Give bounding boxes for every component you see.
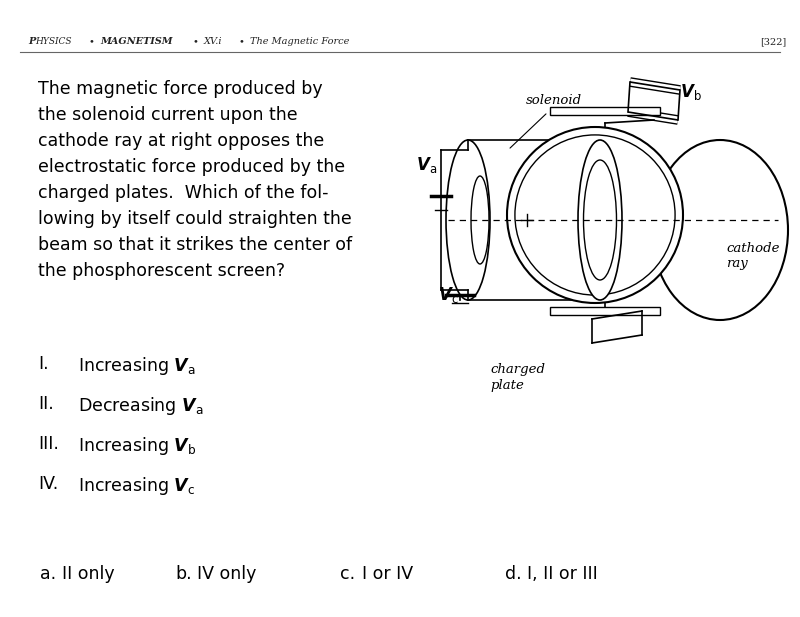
Text: IV only: IV only [197, 565, 256, 583]
Text: plate: plate [490, 379, 524, 392]
Text: d.: d. [505, 565, 522, 583]
Text: cathode ray at right opposes the: cathode ray at right opposes the [38, 132, 324, 150]
Text: $\boldsymbol{V}_\mathrm{a}$: $\boldsymbol{V}_\mathrm{a}$ [417, 155, 438, 175]
Text: ray: ray [726, 257, 748, 270]
Ellipse shape [515, 135, 675, 295]
Text: P: P [28, 37, 35, 46]
Text: b.: b. [175, 565, 192, 583]
Text: Decreasing $\boldsymbol{V}_{\mathrm{a}}$: Decreasing $\boldsymbol{V}_{\mathrm{a}}$ [78, 395, 203, 417]
Text: the solenoid current upon the: the solenoid current upon the [38, 106, 298, 124]
Text: The magnetic force produced by: The magnetic force produced by [38, 80, 322, 98]
Text: charged plates.  Which of the fol-: charged plates. Which of the fol- [38, 184, 329, 202]
Text: •: • [88, 37, 94, 46]
Text: a.: a. [40, 565, 56, 583]
Text: IV.: IV. [38, 475, 58, 493]
Ellipse shape [471, 176, 489, 264]
Text: I or IV: I or IV [362, 565, 413, 583]
Text: XV.i: XV.i [204, 37, 222, 46]
Text: I.: I. [38, 355, 49, 373]
FancyBboxPatch shape [550, 307, 660, 315]
Text: MAGNETISM: MAGNETISM [100, 37, 173, 46]
Text: lowing by itself could straighten the: lowing by itself could straighten the [38, 210, 352, 228]
Text: II only: II only [62, 565, 114, 583]
Text: $\boldsymbol{V}_\mathrm{c}$: $\boldsymbol{V}_\mathrm{c}$ [438, 285, 458, 305]
Text: [322]: [322] [760, 37, 786, 46]
Ellipse shape [583, 160, 617, 280]
Text: c.: c. [340, 565, 355, 583]
Ellipse shape [446, 140, 490, 300]
Text: beam so that it strikes the center of: beam so that it strikes the center of [38, 236, 352, 254]
Text: Increasing $\boldsymbol{V}_{\mathrm{c}}$: Increasing $\boldsymbol{V}_{\mathrm{c}}$ [78, 475, 195, 497]
Text: III.: III. [38, 435, 59, 453]
Text: solenoid: solenoid [526, 94, 582, 107]
Ellipse shape [652, 140, 788, 320]
Text: cathode: cathode [726, 241, 779, 254]
Text: charged: charged [490, 363, 545, 376]
Text: The Magnetic Force: The Magnetic Force [250, 37, 350, 46]
Text: I, II or III: I, II or III [527, 565, 598, 583]
Text: II.: II. [38, 395, 54, 413]
Text: HYSICS: HYSICS [35, 37, 71, 46]
Ellipse shape [578, 140, 622, 300]
Text: •: • [238, 37, 244, 46]
Text: $\boldsymbol{V}_\mathrm{b}$: $\boldsymbol{V}_\mathrm{b}$ [680, 82, 702, 102]
Text: Increasing $\boldsymbol{V}_{\mathrm{b}}$: Increasing $\boldsymbol{V}_{\mathrm{b}}$ [78, 435, 196, 457]
Text: •: • [192, 37, 198, 46]
Text: electrostatic force produced by the: electrostatic force produced by the [38, 158, 345, 176]
Ellipse shape [507, 127, 683, 303]
Text: the phosphorescent screen?: the phosphorescent screen? [38, 262, 285, 280]
Text: Increasing $\boldsymbol{V}_{\mathrm{a}}$: Increasing $\boldsymbol{V}_{\mathrm{a}}$ [78, 355, 196, 377]
FancyBboxPatch shape [550, 107, 660, 115]
